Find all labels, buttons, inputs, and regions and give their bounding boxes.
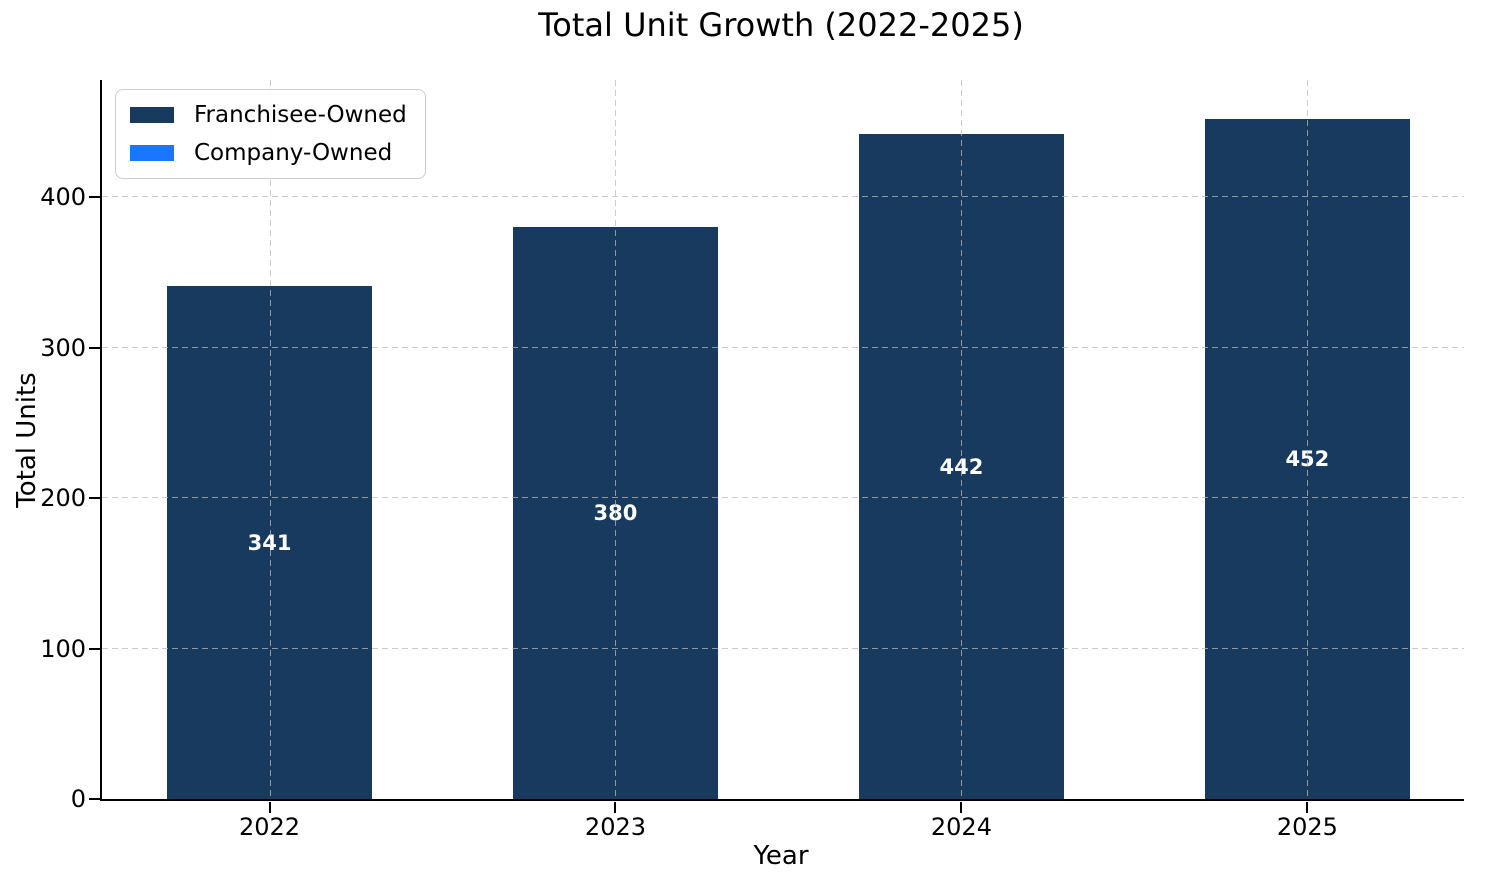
x-tick-label: 2025 — [1276, 813, 1338, 841]
legend: Franchisee-Owned Company-Owned — [115, 89, 426, 179]
gridline-vertical — [269, 80, 271, 799]
bar-2024-franchisee-owned: 442 — [859, 134, 1064, 799]
y-tick-label: 400 — [40, 183, 86, 212]
y-tick-mark — [89, 346, 100, 349]
bar-value-label: 442 — [939, 454, 984, 479]
x-tick-label: 2022 — [238, 813, 301, 841]
legend-entry-franchisee: Franchisee-Owned — [130, 102, 407, 128]
x-tick-label: 2024 — [930, 813, 992, 841]
y-tick-mark — [89, 196, 100, 199]
bar-2023-franchisee-owned: 380 — [513, 227, 718, 799]
legend-swatch-franchisee — [130, 107, 174, 123]
legend-label-company: Company-Owned — [194, 140, 393, 166]
x-tick-mark — [268, 802, 271, 813]
y-tick-mark — [89, 497, 100, 500]
legend-label-franchisee: Franchisee-Owned — [194, 102, 407, 128]
x-tick-mark — [614, 802, 617, 813]
y-tick-label: 200 — [40, 484, 86, 513]
x-tick-mark — [960, 802, 963, 813]
gridline-horizontal — [102, 647, 1464, 649]
y-axis-label: Total Units — [12, 372, 42, 508]
gridline-vertical — [615, 80, 617, 799]
y-tick-mark — [89, 647, 100, 650]
y-tick-label: 0 — [70, 785, 86, 813]
bar-value-label: 380 — [593, 501, 638, 526]
gridline-horizontal — [102, 196, 1464, 198]
plot-area: Franchisee-Owned Company-Owned 341 380 442… — [40, 80, 1464, 841]
x-tick-mark — [1306, 802, 1309, 813]
legend-entry-company: Company-Owned — [130, 140, 407, 166]
gridline-vertical — [1307, 80, 1309, 799]
gridline-vertical — [961, 80, 963, 799]
gridline-horizontal — [102, 497, 1464, 499]
legend-swatch-company — [130, 145, 174, 161]
chart-title: Total Unit Growth (2022-2025) — [538, 6, 1024, 44]
gridline-horizontal — [102, 346, 1464, 348]
y-tick-label: 100 — [40, 634, 86, 663]
x-tick-label: 2023 — [584, 813, 647, 841]
x-axis-label: Year — [753, 841, 809, 871]
y-tick-label: 300 — [40, 333, 86, 362]
y-tick-mark — [89, 798, 100, 800]
